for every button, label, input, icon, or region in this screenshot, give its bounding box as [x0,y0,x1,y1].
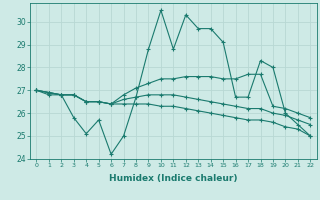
X-axis label: Humidex (Indice chaleur): Humidex (Indice chaleur) [109,174,238,183]
